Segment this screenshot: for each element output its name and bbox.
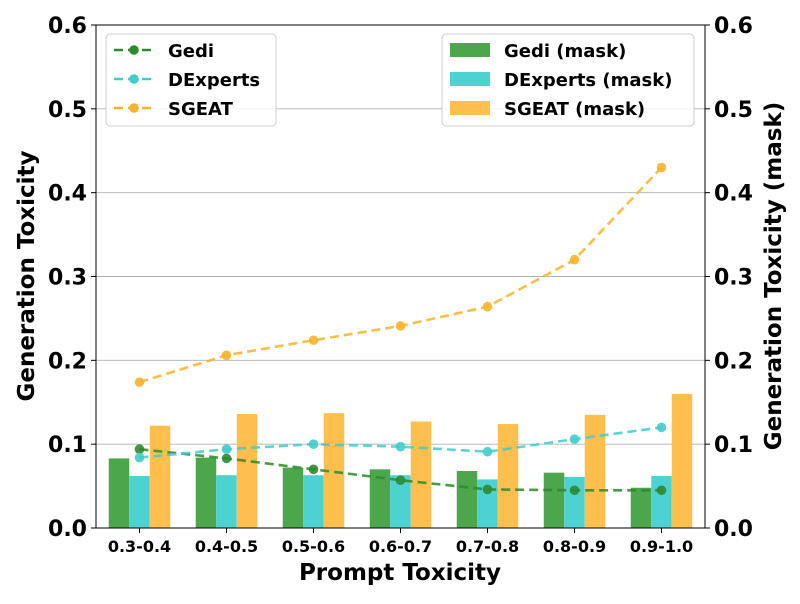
point-dexperts bbox=[656, 422, 667, 433]
point-dexperts bbox=[134, 452, 145, 463]
point-sgeat bbox=[482, 301, 493, 312]
x-tick-label: 0.3-0.4 bbox=[108, 537, 171, 556]
point-gedi bbox=[221, 453, 232, 464]
x-tick-label: 0.6-0.7 bbox=[369, 537, 432, 556]
point-gedi bbox=[395, 475, 406, 486]
point-gedi bbox=[569, 485, 580, 496]
y-tick-label-left: 0.1 bbox=[48, 433, 87, 458]
point-gedi bbox=[308, 464, 319, 475]
y-tick-label-left: 0.2 bbox=[48, 349, 87, 374]
legend-frame bbox=[105, 33, 277, 127]
y-tick-label-left: 0.4 bbox=[48, 182, 87, 207]
bar-dexperts-mask- bbox=[216, 475, 237, 528]
bar-sgeat-mask- bbox=[497, 424, 519, 528]
point-gedi bbox=[656, 485, 667, 496]
legend-label-dexperts: DExperts bbox=[168, 70, 260, 91]
legend-swatch-gedi-mask- bbox=[450, 43, 490, 57]
legend-lines: Gedi DExperts SGEAT bbox=[105, 33, 277, 127]
bar-gedi-mask- bbox=[456, 470, 478, 528]
y-tick-label-left: 0.3 bbox=[48, 266, 87, 291]
bar-sgeat-mask- bbox=[323, 413, 345, 528]
x-tick-label: 0.4-0.5 bbox=[195, 537, 258, 556]
line-sgeat bbox=[139, 166, 663, 384]
legend-marker-gedi bbox=[129, 45, 139, 55]
lines-layer bbox=[134, 162, 667, 496]
x-tick-label: 0.7-0.8 bbox=[456, 537, 519, 556]
bars-layer bbox=[108, 393, 693, 528]
legend-label-dexperts-mask-: DExperts (mask) bbox=[504, 70, 672, 91]
y-tick-label-left: 0.0 bbox=[48, 517, 87, 542]
x-tick-label: 0.9-1.0 bbox=[630, 537, 693, 556]
y-tick-label-left: 0.6 bbox=[48, 14, 87, 39]
y-axis-label: Generation Toxicity bbox=[14, 150, 40, 401]
bar-dexperts-mask- bbox=[303, 475, 324, 528]
point-dexperts bbox=[308, 439, 319, 449]
bar-sgeat-mask- bbox=[149, 425, 171, 528]
point-dexperts bbox=[395, 441, 406, 452]
legend-label-sgeat: SGEAT bbox=[168, 99, 234, 120]
legend-label-gedi-mask-: Gedi (mask) bbox=[504, 41, 626, 62]
point-sgeat bbox=[569, 254, 580, 265]
bar-gedi-mask- bbox=[630, 487, 652, 528]
y-tick-label-right: 0.2 bbox=[714, 349, 753, 374]
bar-dexperts-mask- bbox=[129, 476, 150, 528]
bar-gedi-mask- bbox=[369, 469, 391, 528]
point-dexperts bbox=[482, 446, 493, 457]
point-sgeat bbox=[656, 162, 667, 173]
bar-gedi-mask- bbox=[282, 467, 304, 528]
y-tick-label-right: 0.6 bbox=[714, 14, 753, 39]
y-tick-label-left: 0.5 bbox=[48, 98, 87, 123]
point-sgeat bbox=[134, 377, 145, 387]
bar-gedi-mask- bbox=[195, 457, 217, 528]
point-gedi bbox=[134, 444, 145, 454]
bar-sgeat-mask- bbox=[584, 414, 606, 528]
legend-bars: Gedi (mask) DExperts (mask) SGEAT (mask) bbox=[441, 33, 695, 127]
legend-marker-dexperts bbox=[129, 74, 139, 84]
axes-layer: 0.0 0.0 0.1 0.1 0.2 0.2 0.3 0.3 0.4 0.4 0.5 0.5 0.6 0… bbox=[48, 14, 753, 556]
point-sgeat bbox=[395, 321, 406, 331]
y-axis-label-right: Generation Toxicity (mask) bbox=[761, 102, 787, 451]
legend-label-gedi: Gedi bbox=[168, 41, 214, 62]
x-axis-label: Prompt Toxicity bbox=[299, 560, 501, 586]
y-tick-label-right: 0.5 bbox=[714, 98, 753, 123]
point-gedi bbox=[482, 484, 493, 495]
y-tick-label-right: 0.1 bbox=[714, 433, 753, 458]
bar-dexperts-mask- bbox=[390, 475, 411, 528]
y-tick-label-right: 0.3 bbox=[714, 266, 753, 291]
legend-swatch-dexperts-mask- bbox=[450, 72, 490, 86]
grid-layer bbox=[96, 108, 705, 445]
y-tick-label-right: 0.0 bbox=[714, 517, 753, 542]
point-sgeat bbox=[308, 335, 319, 346]
legend-label-sgeat-mask-: SGEAT (mask) bbox=[504, 99, 645, 120]
legend-marker-sgeat bbox=[129, 103, 139, 113]
bar-gedi-mask- bbox=[543, 472, 565, 528]
legend-swatch-sgeat-mask- bbox=[450, 101, 490, 115]
point-dexperts bbox=[221, 444, 232, 454]
bar-sgeat-mask- bbox=[671, 393, 693, 528]
bar-dexperts-mask- bbox=[651, 476, 672, 528]
x-tick-label: 0.5-0.6 bbox=[282, 537, 345, 556]
legend-frame bbox=[441, 33, 695, 127]
bar-gedi-mask- bbox=[108, 458, 130, 528]
bar-sgeat-mask- bbox=[410, 421, 432, 528]
bar-dexperts-mask- bbox=[477, 479, 498, 528]
bar-sgeat-mask- bbox=[236, 413, 258, 528]
bar-dexperts-mask- bbox=[564, 476, 585, 528]
point-dexperts bbox=[569, 434, 580, 444]
x-tick-label: 0.8-0.9 bbox=[543, 537, 606, 556]
point-sgeat bbox=[221, 350, 232, 361]
y-tick-label-right: 0.4 bbox=[714, 182, 753, 207]
